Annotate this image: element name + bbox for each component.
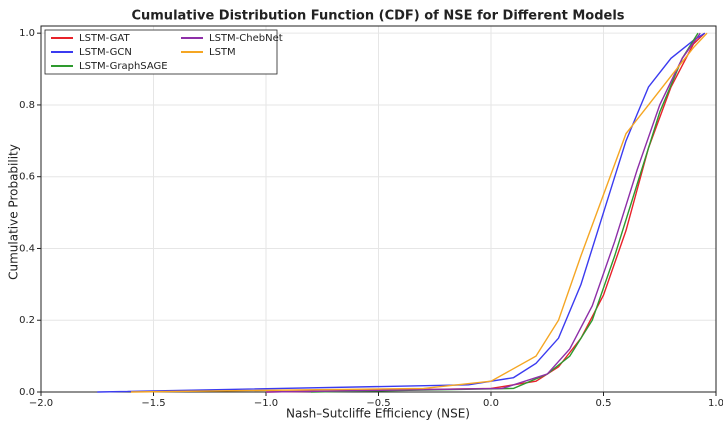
legend-label: LSTM-GCN — [79, 47, 132, 58]
cdf-line — [265, 32, 701, 393]
legend-box — [44, 29, 278, 75]
x-tick-label: −0.5 — [366, 398, 390, 409]
y-axis-label: Cumulative Probability — [7, 144, 21, 280]
y-tick-label: 0.4 — [19, 243, 35, 254]
x-tick-label: −1.5 — [141, 398, 165, 409]
x-axis-label: Nash–Sutcliffe Efficiency (NSE) — [286, 407, 470, 421]
legend-label: LSTM-GraphSAGE — [79, 61, 168, 72]
cdf-line — [97, 32, 706, 393]
x-tick-label: −1.0 — [254, 398, 278, 409]
legend-label: LSTM-ChebNet — [209, 33, 283, 44]
x-tick-label: 0.5 — [596, 398, 612, 409]
x-tick-label: 0.0 — [483, 398, 499, 409]
x-tick-label: −2.0 — [29, 398, 53, 409]
x-tick-label: 1.0 — [708, 398, 723, 409]
y-tick-label: 0.2 — [19, 315, 35, 326]
legend-label: LSTM — [209, 47, 236, 58]
y-tick-label: 0.8 — [19, 100, 35, 111]
y-tick-label: 1.0 — [19, 28, 35, 39]
chart-title: Cumulative Distribution Function (CDF) o… — [131, 9, 624, 24]
y-tick-label: 0.0 — [19, 387, 35, 398]
cdf-line — [130, 32, 708, 393]
legend-label: LSTM-GAT — [79, 33, 130, 44]
cdf-line — [310, 32, 699, 393]
cdf-line — [265, 32, 706, 393]
y-tick-label: 0.6 — [19, 172, 35, 183]
plot-frame — [40, 25, 717, 393]
